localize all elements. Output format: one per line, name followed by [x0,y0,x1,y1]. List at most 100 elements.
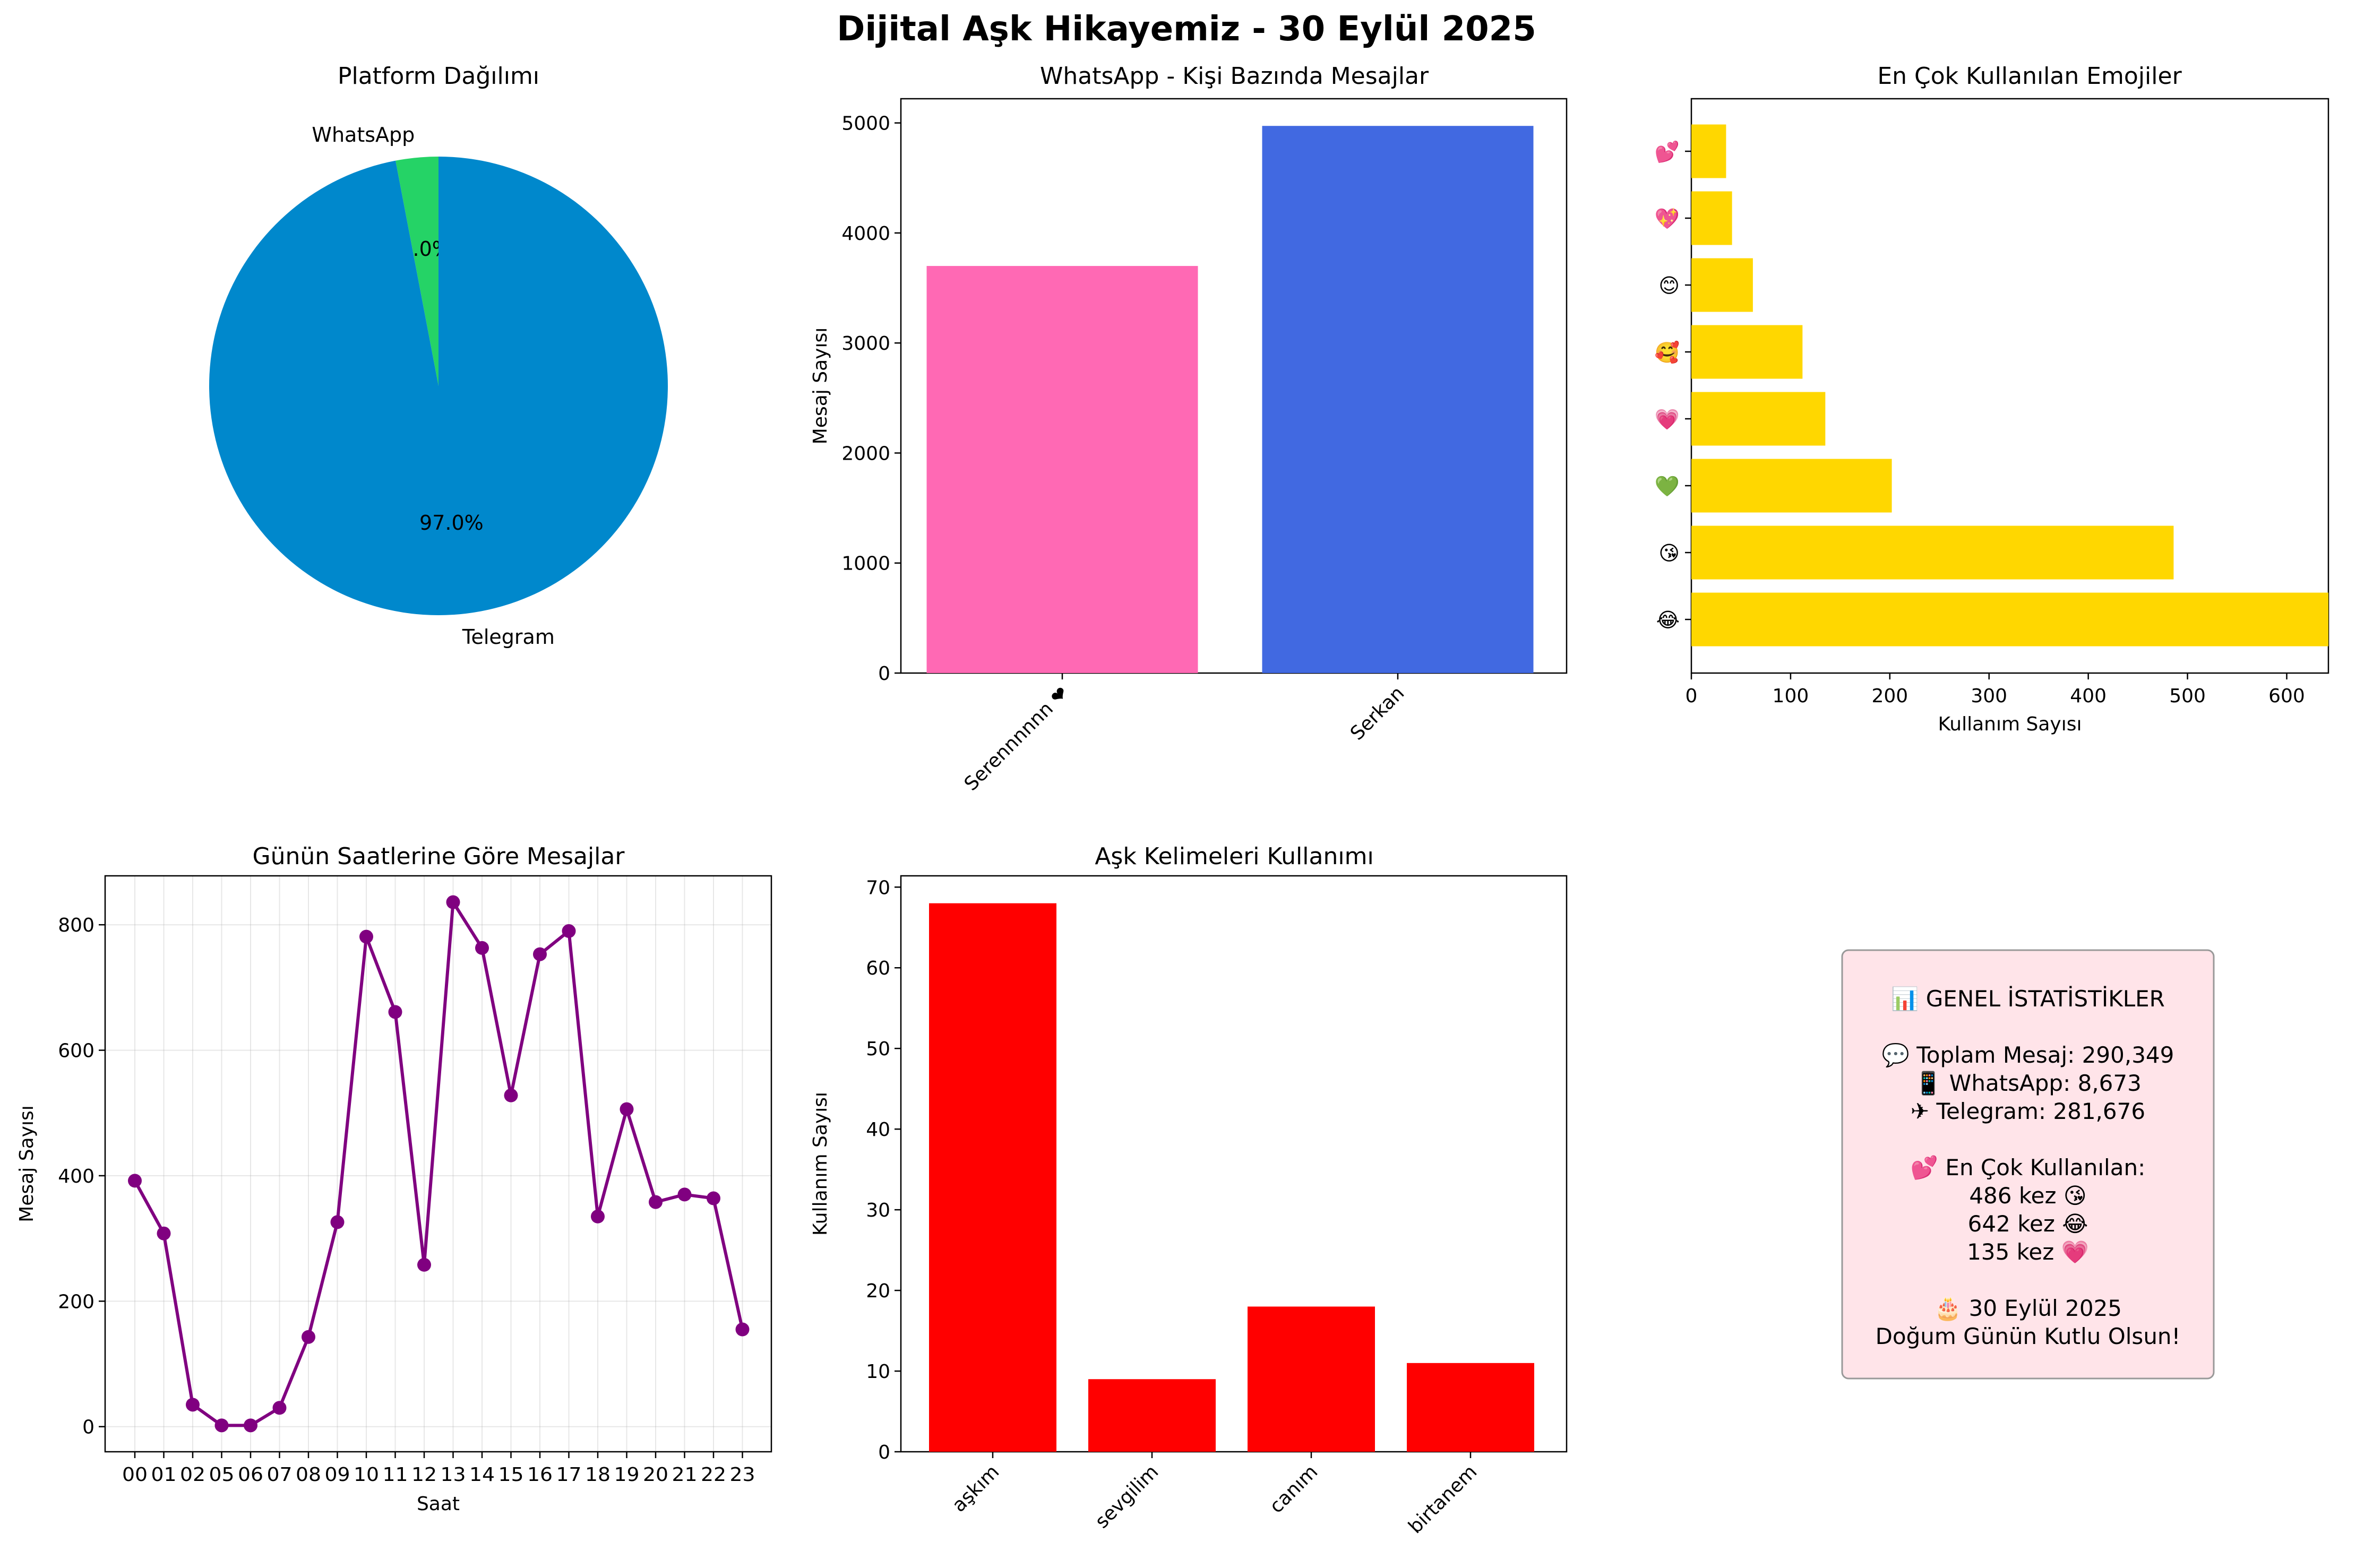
data-point [562,924,576,938]
x-tick-label: birtanem [1404,1461,1481,1538]
x-tick-label: 17 [556,1464,582,1486]
y-tick-label: 10 [866,1361,890,1383]
y-tick-label: 40 [866,1119,890,1141]
pie-pct-telegram: 97.0% [419,511,484,535]
data-point [359,929,373,944]
data-point [707,1191,720,1205]
y-tick-label: 😊 [1658,274,1680,297]
bar-5 [1691,258,1753,312]
data-point [475,941,489,955]
bar-1 [1262,126,1534,673]
y-tick-label: 😂 [1656,608,1680,632]
love-words-bar-chart: Aşk Kelimeleri Kullanımı aşkım sevgilim ca… [810,843,1568,1538]
y-tick-label: 🥰 [1655,340,1680,364]
bar-1 [1691,525,2174,580]
y-tick-label: 20 [866,1280,890,1302]
stats-top-3: 135 kez 💗 [1967,1239,2090,1265]
stats-total: 💬 Toplam Mesaj: 290,349 [1882,1042,2174,1068]
x-tick-label: 00 [122,1464,148,1486]
x-tick-label: aşkım [948,1461,1003,1516]
x-tick-label: 16 [527,1464,553,1486]
y-tick-label: 2000 [841,443,890,464]
y-tick-label: 400 [58,1166,94,1187]
x-tick-label: sevgilim [1091,1461,1163,1532]
x-tick-label: Serkan [1346,682,1408,744]
y-tick-label: 💖 [1655,207,1680,230]
x-tick-label: 09 [325,1464,350,1486]
data-point [302,1330,315,1344]
data-point [388,1005,402,1019]
bar-6 [1691,191,1732,245]
x-axis-label: Saat [417,1493,460,1515]
y-tick-label: 70 [866,877,890,899]
x-tick-label: 300 [1971,685,2007,707]
x-tick-label: 06 [238,1464,263,1486]
data-point [735,1322,750,1337]
bar-3 [1407,1363,1534,1452]
plot-frame [1690,98,2329,674]
pie-label-telegram: Telegram [462,625,555,649]
x-tick-label: 0 [1686,685,1698,707]
data-point [128,1174,142,1188]
data-point [446,895,460,909]
y-tick-label: 0 [878,663,890,685]
y-tick-label: 1000 [841,553,890,575]
data-point [504,1088,518,1102]
x-tick-label: 21 [672,1464,698,1486]
x-tick-label: 14 [469,1464,495,1486]
y-tick-label: 60 [866,958,890,979]
x-tick-label: 23 [730,1464,755,1486]
bar-1 [1088,1379,1216,1452]
emoji-bar-title: En Çok Kullanılan Emojiler [1877,63,2182,90]
series-line [133,900,744,1427]
bar-3 [1691,392,1826,446]
data-point [157,1226,171,1240]
stats-top-2: 642 kez 😂 [1968,1211,2088,1237]
bar-4 [1691,325,1803,379]
data-point [244,1418,257,1433]
y-tick-label: 💗 [1655,408,1680,431]
pie-label-whatsapp: WhatsApp [312,123,415,147]
y-tick-label: 4000 [841,223,890,245]
hourly-line-chart: Günün Saatlerine Göre Mesajlar 00 01 02 05 0… [16,843,772,1515]
y-tick-label: 5000 [841,113,890,135]
x-tick-label: 100 [1773,685,1809,707]
hour-line-title: Günün Saatlerine Göre Mesajlar [253,843,625,870]
emoji-bar-chart: En Çok Kullanılan Emojiler 😂 😘 💚 💗 🥰 😊 💖 💕 0 100 2… [1655,63,2329,735]
data-point [649,1195,663,1209]
x-tick-label: 200 [1871,685,1908,707]
x-tick-label: 08 [296,1464,321,1486]
data-point [330,1215,345,1229]
x-tick-label: 20 [643,1464,668,1486]
x-tick-label: 400 [2070,685,2107,707]
stats-box-background [1841,949,2215,1380]
x-tick-label: 22 [701,1464,726,1486]
stats-greeting: Doğum Günün Kutlu Olsun! [1876,1323,2181,1349]
data-point [620,1102,634,1116]
person-bar-title: WhatsApp - Kişi Bazında Mesajlar [1040,63,1429,90]
bar-2 [1248,1306,1375,1452]
bar-0 [1691,592,2328,647]
plot-frame [104,875,772,1453]
y-tick-label: 50 [866,1038,890,1060]
data-point [186,1398,200,1412]
y-tick-label: 0 [878,1442,890,1463]
data-point [591,1209,605,1224]
bar-0 [929,903,1056,1452]
stats-telegram: ✈ Telegram: 281,676 [1911,1098,2145,1124]
data-point [214,1418,229,1433]
x-tick-label: 500 [2169,685,2206,707]
x-tick-label: 12 [411,1464,437,1486]
bar-0 [926,266,1198,673]
x-tick-label: 18 [585,1464,611,1486]
y-tick-label: 800 [58,915,94,936]
pie-title: Platform Dağılımı [338,63,539,90]
stats-heading: 📊 GENEL İSTATİSTİKLER [1891,985,2165,1012]
x-tick-label: 01 [151,1464,177,1486]
bar-2 [1691,459,1892,513]
plot-frame [900,875,1568,1453]
y-axis-label: Mesaj Sayısı [16,1105,38,1222]
data-point [677,1187,692,1202]
x-tick-label: 10 [354,1464,379,1486]
